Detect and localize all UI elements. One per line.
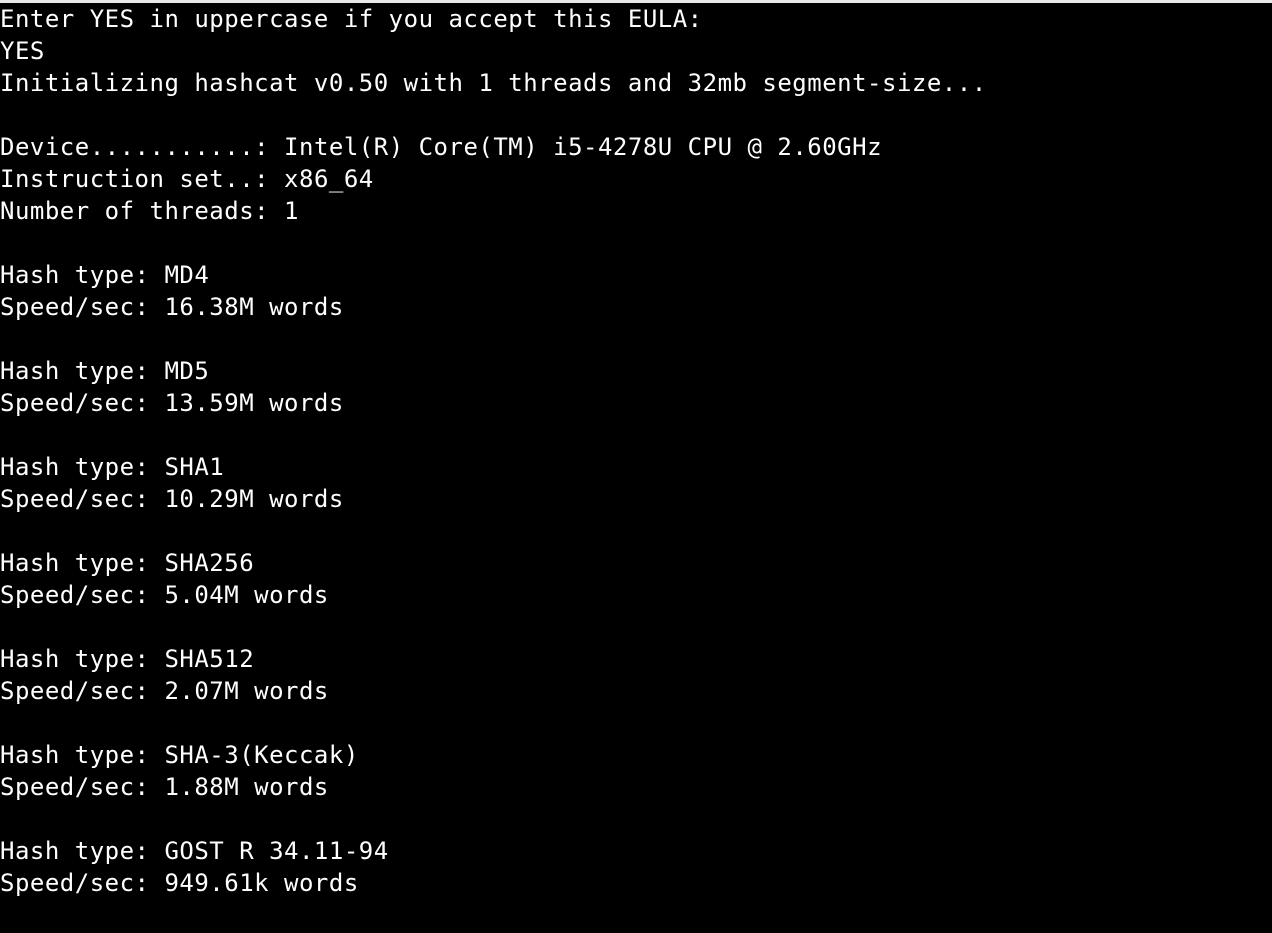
- eula-response-line: YES: [0, 35, 1272, 67]
- hash-type-line: Hash type: SHA1: [0, 451, 1272, 483]
- speed-line: Speed/sec: 2.07M words: [0, 675, 1272, 707]
- hash-type-line: Hash type: SHA512: [0, 643, 1272, 675]
- threads-value: 1: [284, 197, 299, 225]
- blank-line: [0, 803, 1272, 835]
- device-line: Device...........: Intel(R) Core(TM) i5-…: [0, 131, 1272, 163]
- hash-type-line: Hash type: MD4: [0, 259, 1272, 291]
- speed-line: Speed/sec: 1.88M words: [0, 771, 1272, 803]
- speed-line: Speed/sec: 13.59M words: [0, 387, 1272, 419]
- instruction-set-line: Instruction set..: x86_64: [0, 163, 1272, 195]
- threads-line: Number of threads: 1: [0, 195, 1272, 227]
- instruction-set-value: x86_64: [284, 165, 374, 193]
- hash-type-line: Hash type: SHA256: [0, 547, 1272, 579]
- blank-line: [0, 707, 1272, 739]
- device-label: Device...........:: [0, 133, 284, 161]
- blank-line: [0, 419, 1272, 451]
- terminal-output: Enter YES in uppercase if you accept thi…: [0, 3, 1272, 899]
- speed-line: Speed/sec: 949.61k words: [0, 867, 1272, 899]
- instruction-set-label: Instruction set..:: [0, 165, 284, 193]
- speed-line: Speed/sec: 10.29M words: [0, 483, 1272, 515]
- hash-type-line: Hash type: GOST R 34.11-94: [0, 835, 1272, 867]
- hash-type-line: Hash type: SHA-3(Keccak): [0, 739, 1272, 771]
- hash-type-line: Hash type: MD5: [0, 355, 1272, 387]
- speed-line: Speed/sec: 16.38M words: [0, 291, 1272, 323]
- threads-label: Number of threads:: [0, 197, 284, 225]
- blank-line: [0, 99, 1272, 131]
- blank-line: [0, 323, 1272, 355]
- blank-line: [0, 515, 1272, 547]
- speed-line: Speed/sec: 5.04M words: [0, 579, 1272, 611]
- init-line: Initializing hashcat v0.50 with 1 thread…: [0, 67, 1272, 99]
- blank-line: [0, 611, 1272, 643]
- blank-line: [0, 227, 1272, 259]
- device-value: Intel(R) Core(TM) i5-4278U CPU @ 2.60GHz: [284, 133, 882, 161]
- eula-prompt-line: Enter YES in uppercase if you accept thi…: [0, 3, 1272, 35]
